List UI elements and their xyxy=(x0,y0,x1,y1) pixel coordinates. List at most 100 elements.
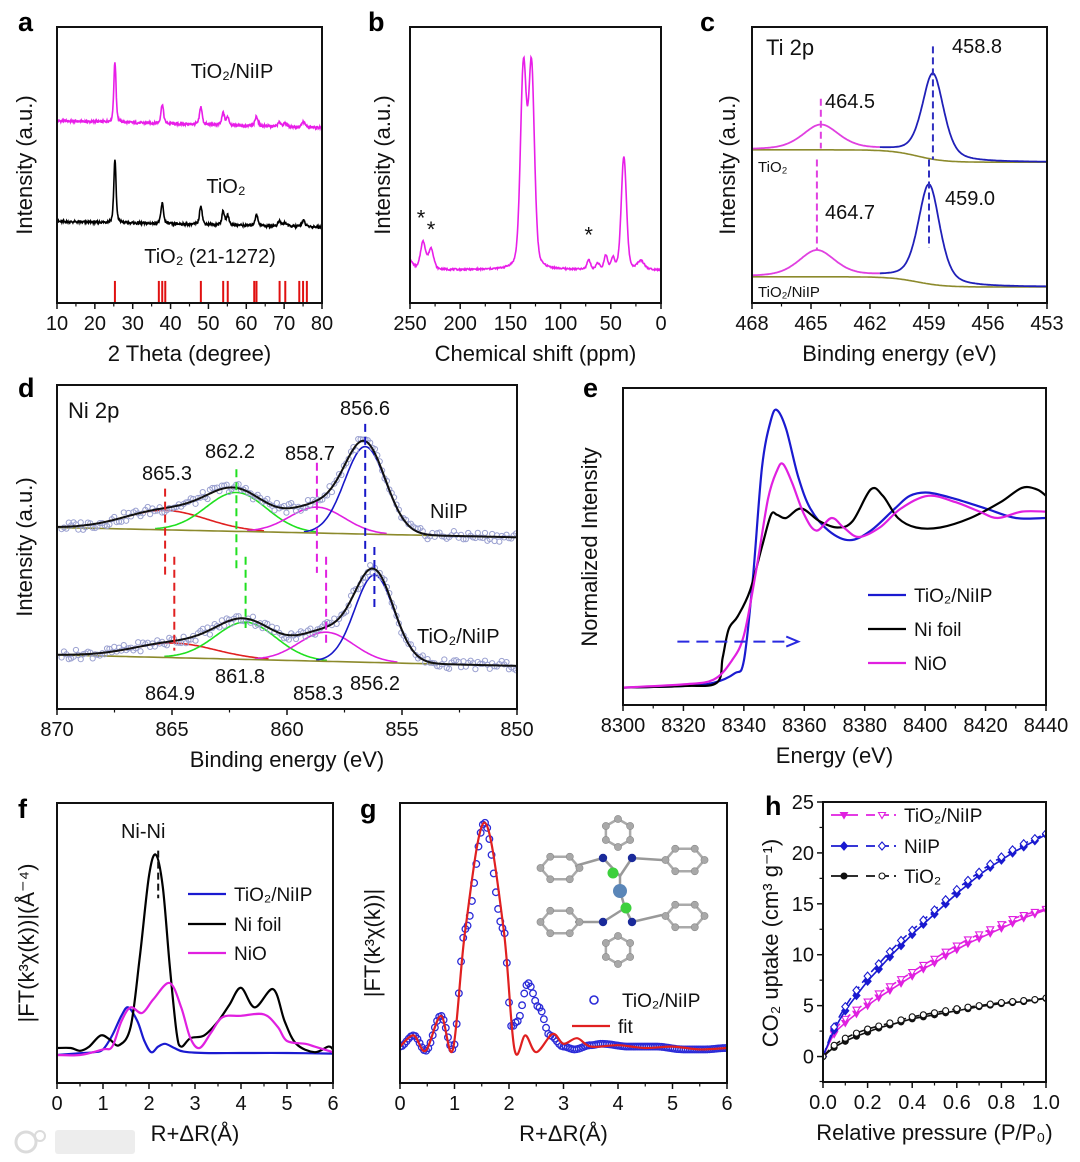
data-marker xyxy=(840,872,848,880)
data-point xyxy=(158,509,166,516)
panel-letter: d xyxy=(18,373,35,403)
series-label: TiO₂ xyxy=(758,159,788,176)
data-marker xyxy=(964,1003,972,1011)
data-point xyxy=(522,981,531,990)
legend-label: TiO₂/NiIP xyxy=(914,586,992,607)
y-axis-label: Normalized Intensity xyxy=(577,447,602,646)
x-tick-label: 50 xyxy=(600,313,622,335)
data-point xyxy=(518,1001,527,1010)
data-marker xyxy=(1008,845,1017,855)
data-marker xyxy=(1019,838,1028,849)
data-marker xyxy=(930,1009,939,1017)
data-marker xyxy=(1019,911,1029,920)
peak-label: 865.3 xyxy=(142,463,192,485)
data-marker xyxy=(985,926,995,934)
data-point xyxy=(405,640,412,647)
data-point xyxy=(486,665,493,672)
data-marker xyxy=(963,936,973,945)
carbon-atom xyxy=(671,923,680,932)
panel-title: Ni 2p xyxy=(68,398,119,423)
plot-area xyxy=(400,818,727,1056)
plot-area xyxy=(57,62,322,303)
x-tick-label: 6 xyxy=(327,1093,338,1115)
series-line-tio2-niip xyxy=(57,62,322,132)
data-point xyxy=(472,666,479,673)
data-marker xyxy=(952,884,962,895)
peak-label: 856.6 xyxy=(340,398,390,420)
panel-h: 0.0 0.2 0.4 0.6 0.8 1.0 0 5 10 15 20 25 Relative pre… xyxy=(758,791,1060,1145)
x-axis-label: Binding energy (eV) xyxy=(190,747,384,772)
x-tick-label: 0.8 xyxy=(987,1092,1015,1114)
x-tick-label: 10 xyxy=(46,313,68,335)
carbon-atom xyxy=(626,822,635,830)
series-line xyxy=(57,853,333,1054)
data-marker xyxy=(839,811,849,820)
panel-title: Ti 2p xyxy=(766,35,814,60)
legend-label: TiO₂ xyxy=(904,867,941,888)
series-line xyxy=(623,462,1046,689)
peak-label: 861.8 xyxy=(215,666,265,688)
data-marker xyxy=(974,867,984,878)
carbon-atom xyxy=(661,856,670,864)
data-marker xyxy=(1020,996,1028,1005)
x-tick-label: 200 xyxy=(444,313,477,335)
data-marker xyxy=(863,998,873,1007)
data-marker xyxy=(875,1022,883,1030)
x-tick-label: 8320 xyxy=(661,715,706,737)
y-axis-label: Intensity (a.u.) xyxy=(12,477,37,616)
peak-label: 459.0 xyxy=(945,188,995,210)
data-marker xyxy=(986,859,995,869)
data-marker xyxy=(907,925,917,936)
carbon-atom xyxy=(671,844,680,853)
x-tick-label: 80 xyxy=(311,313,333,335)
x-tick-label: 462 xyxy=(853,313,886,335)
x-tick-label: 1.0 xyxy=(1032,1092,1060,1114)
data-marker xyxy=(874,959,883,969)
envelope-fit-line xyxy=(57,439,517,539)
panel-b: 250 200 150 100 50 0 Chemical shift (ppm) Inten… xyxy=(368,7,667,366)
x-axis-label: Binding energy (eV) xyxy=(802,341,996,366)
carbon-atom xyxy=(536,864,545,872)
data-marker xyxy=(1030,833,1040,844)
panel-f: 0 1 2 3 4 5 6 R+ΔR(Å) |FT(k³χ(k))|(Å⁻⁴) f TiO₂/NiI… xyxy=(14,794,339,1146)
carbon-atom xyxy=(614,960,622,968)
x-tick-label: 8340 xyxy=(722,715,767,737)
data-point xyxy=(441,656,448,663)
data-marker xyxy=(963,875,973,886)
series-label: NiIP xyxy=(430,501,468,523)
data-point xyxy=(247,490,254,497)
data-marker xyxy=(841,1001,850,1012)
x-tick-label: 60 xyxy=(235,313,257,335)
phosphorus-atom xyxy=(620,902,632,914)
data-point xyxy=(273,624,280,632)
carbon-atom xyxy=(565,929,574,938)
series-line xyxy=(57,981,333,1057)
y-axis-label: Intensity (a.u.) xyxy=(370,95,395,234)
data-point xyxy=(481,529,489,537)
legend-label: TiO₂/NiIP xyxy=(234,885,312,906)
data-point xyxy=(487,850,496,859)
data-point xyxy=(192,500,199,507)
data-marker xyxy=(863,971,872,981)
x-tick-label: 0.6 xyxy=(943,1092,971,1114)
data-point xyxy=(419,652,426,659)
data-point xyxy=(537,1007,546,1016)
x-tick-label: 0 xyxy=(655,313,666,335)
x-tick-label: 0.0 xyxy=(809,1092,837,1114)
y-tick-label: 0 xyxy=(803,1047,814,1069)
y-axis-label: |FT(k³χ(k))|(Å⁻⁴) xyxy=(14,864,39,1023)
background-line xyxy=(752,149,1047,163)
series-label: TiO₂/NiIP xyxy=(191,61,274,83)
nitrogen-atom xyxy=(598,853,608,863)
x-axis-label: Energy (eV) xyxy=(776,743,893,768)
carbon-atom xyxy=(601,836,610,844)
data-point xyxy=(285,636,292,643)
x-tick-label: 870 xyxy=(40,719,73,741)
plot-area xyxy=(623,408,1046,689)
panel-letter: a xyxy=(18,7,34,37)
data-marker xyxy=(878,872,886,880)
panel-letter: h xyxy=(765,791,782,821)
reference-label: TiO₂ (21-1272) xyxy=(144,246,276,268)
data-marker xyxy=(1008,916,1018,924)
component-peak-line xyxy=(155,491,318,533)
